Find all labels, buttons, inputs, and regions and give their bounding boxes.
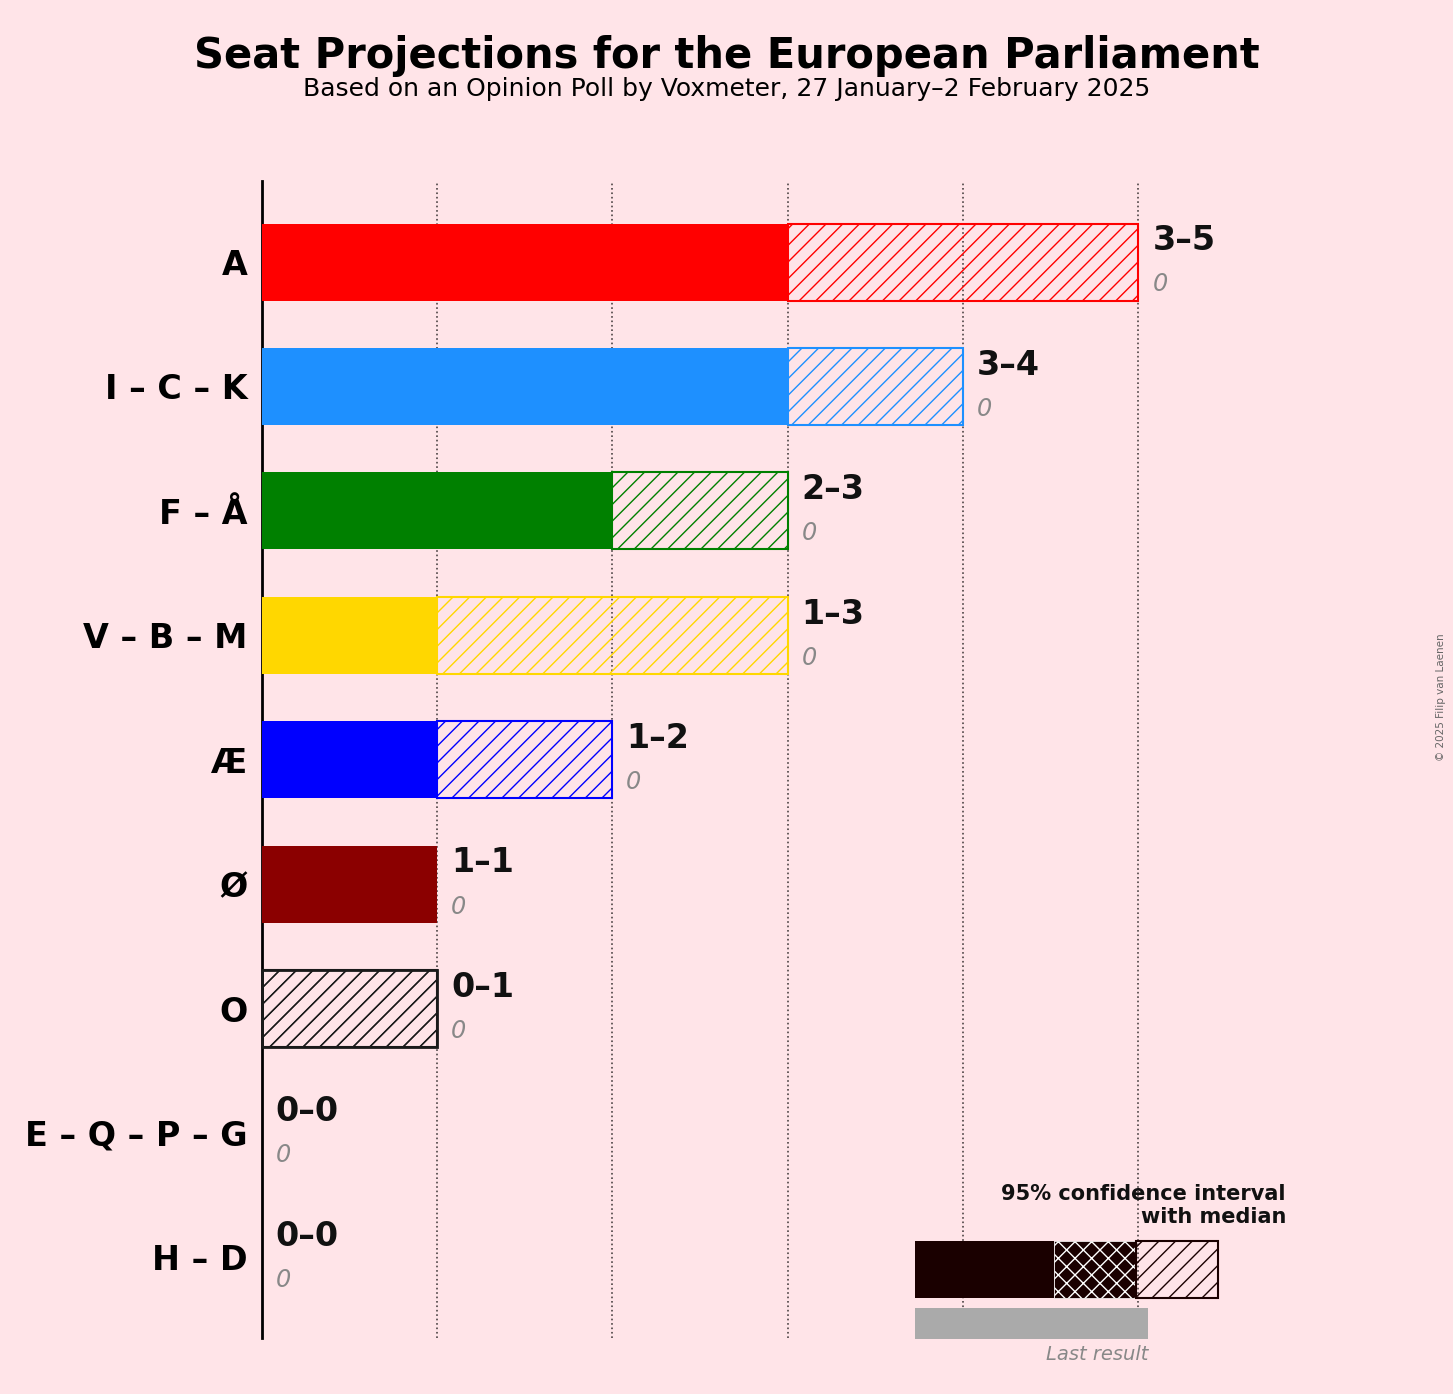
Bar (262, 223, 788, 301)
Bar (915, 1242, 1053, 1298)
Text: 0–0: 0–0 (276, 1096, 339, 1128)
Text: 0: 0 (450, 895, 466, 919)
Text: Last result: Last result (1046, 1345, 1148, 1365)
Text: 0: 0 (276, 1143, 291, 1167)
Text: 3–4: 3–4 (976, 348, 1040, 382)
Text: 0–0: 0–0 (276, 1220, 339, 1253)
Text: 95% confidence interval
with median: 95% confidence interval with median (1001, 1185, 1286, 1227)
Bar (1136, 1242, 1218, 1298)
Bar (262, 970, 437, 1047)
Bar (437, 721, 612, 799)
Text: 2–3: 2–3 (802, 473, 865, 506)
Bar (262, 846, 437, 923)
Text: 3–5: 3–5 (1152, 224, 1216, 258)
Text: © 2025 Filip van Laenen: © 2025 Filip van Laenen (1437, 633, 1446, 761)
Bar (262, 970, 437, 1047)
Text: Seat Projections for the European Parliament: Seat Projections for the European Parlia… (193, 35, 1260, 77)
Text: 0: 0 (976, 397, 992, 421)
Bar (788, 223, 1138, 301)
Bar (788, 348, 963, 425)
Bar (262, 721, 437, 799)
Bar (612, 473, 788, 549)
Bar (262, 473, 612, 549)
Text: 0: 0 (1152, 272, 1168, 297)
Text: 1–2: 1–2 (626, 722, 689, 756)
Text: 0–1: 0–1 (450, 970, 514, 1004)
Bar (437, 597, 788, 673)
Text: 0: 0 (450, 1019, 466, 1043)
Bar (1053, 1242, 1136, 1298)
Bar (915, 1308, 1148, 1340)
Text: 0: 0 (626, 769, 642, 795)
Bar (262, 348, 788, 425)
Text: 1–1: 1–1 (450, 846, 514, 880)
Text: 0: 0 (802, 521, 817, 545)
Bar (262, 597, 437, 673)
Text: Based on an Opinion Poll by Voxmeter, 27 January–2 February 2025: Based on an Opinion Poll by Voxmeter, 27… (302, 77, 1151, 100)
Text: 0: 0 (802, 645, 817, 669)
Text: 1–3: 1–3 (802, 598, 865, 630)
Text: 0: 0 (276, 1267, 291, 1292)
